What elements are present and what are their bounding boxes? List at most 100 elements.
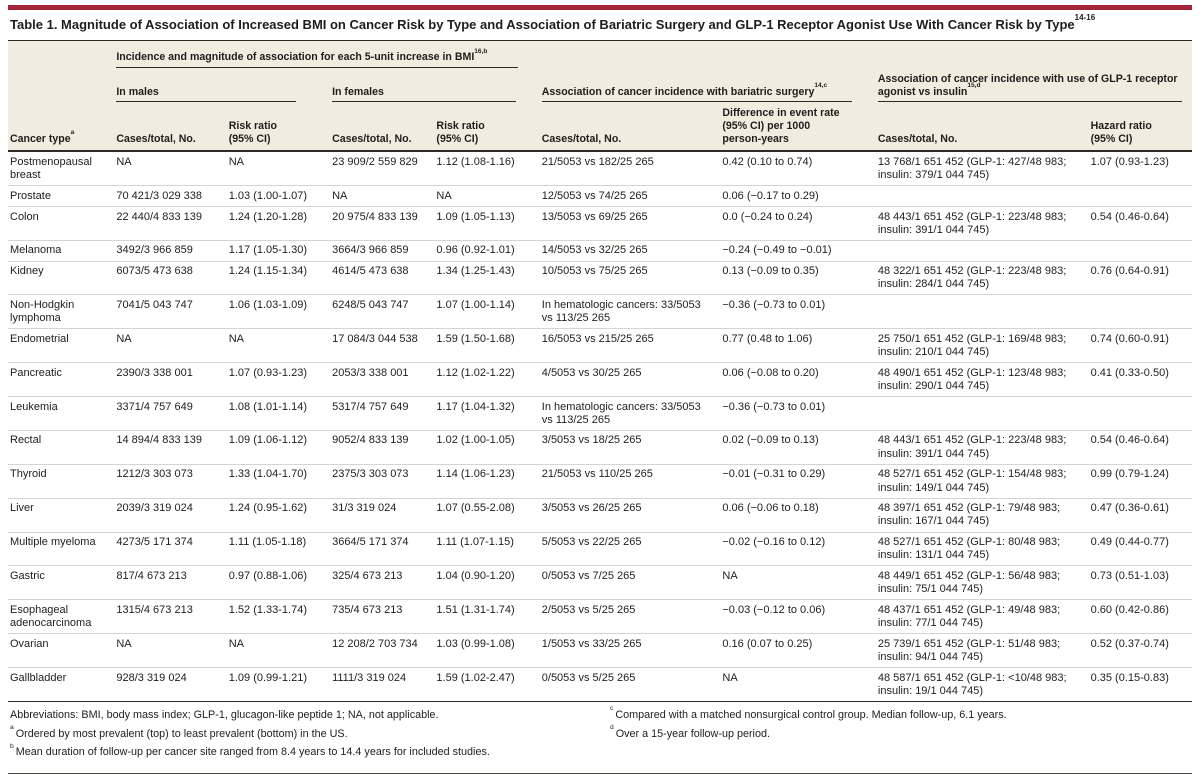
blank-header-cell: [542, 41, 878, 68]
table-row: Kidney 6073/5 473 638 1.24 (1.15-1.34) 4614…: [8, 261, 1192, 296]
group-header-row-1: Incidence and magnitude of association f…: [8, 41, 1192, 68]
cell-b-cases: 21/5053 vs 182/25 265: [541, 151, 723, 187]
table-row: Ovarian NA NA 12 208/2 703 734 1.03 (0.99-1.…: [8, 633, 1192, 669]
cell-f-rr: 1.07 (0.55-2.08): [436, 498, 542, 533]
cell-b-cases: 3/5053 vs 26/25 265: [541, 498, 723, 533]
cell-m-cases: 14 894/4 833 139: [116, 430, 229, 465]
cell-m-cases: 22 440/4 833 139: [116, 206, 229, 241]
cell-f-rr: 1.17 (1.04-1.32): [436, 396, 542, 431]
cell-b-cases: 4/5053 vs 30/25 265: [541, 362, 723, 398]
cell-cancer-type: Liver: [8, 498, 117, 533]
title-rule: [8, 40, 1192, 42]
cell-cancer-type: Esophageal adenocarcinoma: [8, 599, 117, 635]
footnote-d-text: Over a 15-year follow-up period.: [615, 727, 770, 740]
cell-f-cases: NA: [332, 185, 437, 208]
cell-f-cases: 12 208/2 703 734: [332, 633, 437, 669]
cell-g-hr: [1090, 396, 1192, 431]
cell-b-cases: 10/5053 vs 75/25 265: [541, 261, 723, 296]
cell-b-diff: −0.03 (−0.12 to 0.06): [722, 599, 878, 635]
group-header-females: In females: [332, 68, 542, 103]
cell-m-rr: 1.03 (1.00-1.07): [228, 185, 333, 208]
cell-m-cases: 3371/4 757 649: [116, 396, 229, 431]
cell-f-rr: 1.07 (1.00-1.14): [436, 294, 542, 330]
group-header-glp1: Association of cancer incidence with use…: [877, 68, 1192, 103]
cell-f-rr: 0.96 (0.92-1.01): [436, 240, 542, 262]
cell-f-cases: 17 084/3 044 538: [332, 328, 437, 364]
cell-m-cases: 4273/5 171 374: [116, 532, 229, 567]
cell-f-cases: 20 975/4 833 139: [332, 206, 437, 241]
footnote-b-text: Mean duration of follow-up per cancer si…: [15, 746, 490, 759]
cell-m-cases: 3492/3 966 859: [116, 240, 229, 262]
cell-f-cases: 1111/3 319 024: [332, 667, 437, 702]
cell-f-cases: 31/3 319 024: [332, 498, 437, 533]
accent-bar: [8, 5, 1192, 10]
table-row: Postmenopausal breast NA NA 23 909/2 559 82…: [8, 151, 1192, 187]
column-header-female-cases: Cases/total, No.: [332, 102, 437, 153]
cell-cancer-type: Postmenopausal breast: [8, 151, 117, 187]
cell-m-cases: 70 421/3 029 338: [116, 185, 229, 208]
cell-f-cases: 325/4 673 213: [332, 565, 437, 601]
cell-b-diff: −0.36 (−0.73 to 0.01): [722, 396, 878, 431]
footnote-c: cCompared with a matched nonsurgical con…: [610, 706, 1190, 724]
cell-f-cases: 2375/3 303 073: [332, 464, 437, 499]
cell-g-cases: 25 739/1 651 452 (GLP-1: 51/48 983; insu…: [877, 633, 1091, 669]
cell-b-cases: 14/5053 vs 32/25 265: [541, 240, 723, 262]
cell-f-rr: 1.09 (1.05-1.13): [436, 206, 542, 241]
cell-m-cases: 2039/3 319 024: [116, 498, 229, 533]
cell-m-cases: NA: [116, 151, 229, 187]
cell-m-rr: 1.08 (1.01-1.14): [228, 396, 333, 431]
cell-m-cases: 2390/3 338 001: [116, 362, 229, 398]
cell-b-diff: −0.01 (−0.31 to 0.29): [722, 464, 878, 499]
cell-m-rr: 1.17 (1.05-1.30): [228, 240, 333, 262]
cell-b-diff: −0.24 (−0.49 to −0.01): [722, 240, 878, 262]
cell-g-cases: 48 443/1 651 452 (GLP-1: 223/48 983; ins…: [877, 430, 1091, 465]
cell-m-rr: 1.24 (0.95-1.62): [228, 498, 333, 533]
cell-cancer-type: Rectal: [8, 430, 117, 465]
cell-b-cases: 12/5053 vs 74/25 265: [541, 185, 723, 208]
cell-cancer-type: Kidney: [8, 261, 117, 296]
cell-m-rr: 1.09 (0.99-1.21): [228, 667, 333, 702]
cancer-risk-table: Incidence and magnitude of association f…: [8, 41, 1192, 702]
cell-b-cases: 16/5053 vs 215/25 265: [541, 328, 723, 364]
cell-g-hr: 0.49 (0.44-0.77): [1090, 532, 1192, 567]
cell-cancer-type: Non-Hodgkin lymphoma: [8, 294, 117, 330]
footnote-d-mark: d: [610, 724, 614, 732]
cell-f-rr: 1.02 (1.00-1.05): [436, 430, 542, 465]
group-header-row-2: In males In females Association of cance…: [8, 68, 1192, 103]
cell-b-diff: −0.02 (−0.16 to 0.12): [722, 532, 878, 567]
group-header-bmi-label: Incidence and magnitude of association f…: [116, 51, 475, 64]
table-row: Pancreatic 2390/3 338 001 1.07 (0.93-1.23)…: [8, 362, 1192, 398]
table-row: Leukemia 3371/4 757 649 1.08 (1.01-1.14) 53…: [8, 396, 1192, 431]
cell-cancer-type: Ovarian: [8, 633, 117, 669]
column-header-male-cases: Cases/total, No.: [116, 102, 229, 153]
cell-g-cases: 25 750/1 651 452 (GLP-1: 169/48 983; ins…: [877, 328, 1091, 364]
blank-header-cell: [878, 41, 1192, 68]
cell-cancer-type: Gastric: [8, 565, 117, 601]
cell-f-rr: 1.11 (1.07-1.15): [436, 532, 542, 567]
table-row: Gallbladder 928/3 319 024 1.09 (0.99-1.21)…: [8, 667, 1192, 702]
cell-b-diff: 0.42 (0.10 to 0.74): [722, 151, 878, 187]
footnote-a-text: Ordered by most prevalent (top) to least…: [15, 727, 348, 740]
cell-cancer-type: Leukemia: [8, 396, 117, 431]
cell-g-hr: 0.54 (0.46-0.64): [1090, 430, 1192, 465]
column-header-event-rate-difference: Difference in event rate (95% CI) per 10…: [722, 102, 878, 153]
cell-b-cases: 5/5053 vs 22/25 265: [541, 532, 723, 567]
group-header-bariatric: Association of cancer incidence with bar…: [541, 68, 878, 103]
cell-cancer-type: Pancreatic: [8, 362, 117, 398]
cell-f-rr: 1.12 (1.08-1.16): [436, 151, 542, 187]
cell-g-cases: 48 322/1 651 452 (GLP-1: 223/48 983; ins…: [877, 261, 1091, 296]
cell-f-rr: 1.12 (1.02-1.22): [436, 362, 542, 398]
group-header-males-label: In males: [116, 85, 159, 98]
cell-b-diff: 0.06 (−0.08 to 0.20): [722, 362, 878, 398]
table-row: Gastric 817/4 673 213 0.97 (0.88-1.06) 325/…: [8, 565, 1192, 601]
cell-m-cases: 817/4 673 213: [116, 565, 229, 601]
cell-b-diff: 0.16 (0.07 to 0.25): [722, 633, 878, 669]
cell-b-diff: 0.06 (−0.06 to 0.18): [722, 498, 878, 533]
cell-g-cases: 48 449/1 651 452 (GLP-1: 56/48 983; insu…: [877, 565, 1091, 601]
cell-g-hr: 0.54 (0.46-0.64): [1090, 206, 1192, 241]
cell-cancer-type: Melanoma: [8, 240, 117, 262]
bariatric-superscript: 14,c: [814, 82, 828, 90]
column-header-female-risk-ratio: Risk ratio (95% CI): [436, 102, 542, 153]
cell-g-cases: 13 768/1 651 452 (GLP-1: 427/48 983; ins…: [877, 151, 1091, 187]
page-root: Table 1. Magnitude of Association of Inc…: [0, 5, 1200, 774]
